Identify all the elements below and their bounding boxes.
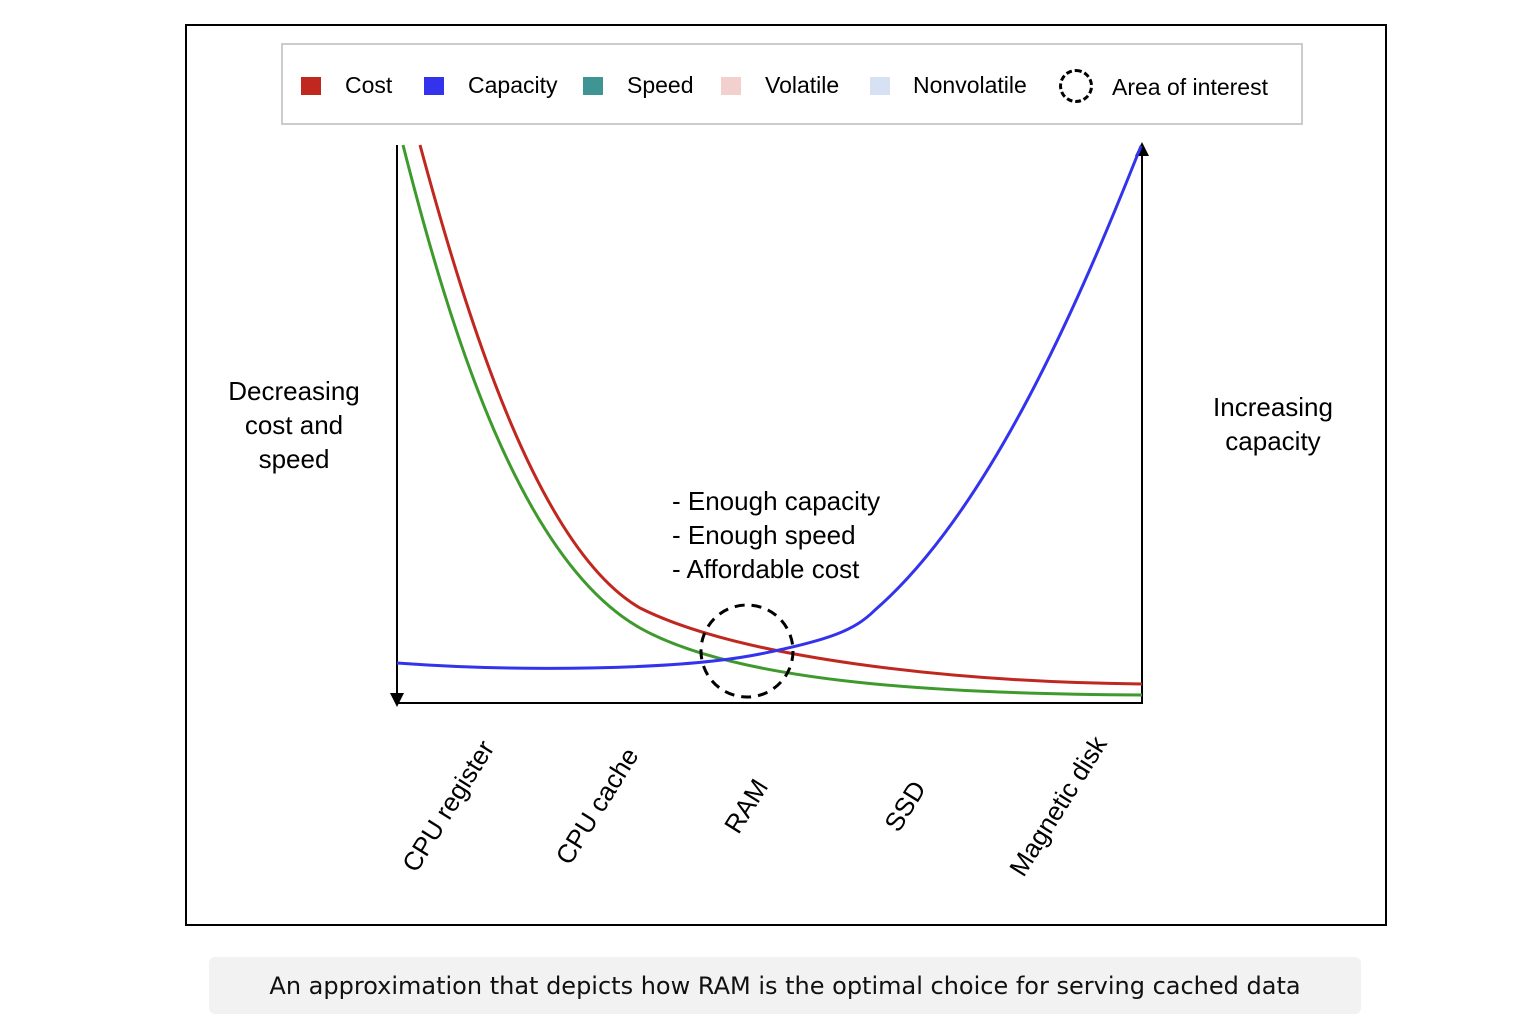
legend-label-nonvolatile: Nonvolatile (913, 72, 1027, 98)
left-axis-label: Decreasing cost and speed (205, 374, 383, 476)
category-label: RAM (717, 773, 774, 839)
legend-label-speed: Speed (627, 72, 694, 98)
speed-curve (401, 144, 1143, 697)
annotation-line: - Enough speed (672, 520, 856, 550)
left-axis-label-line: Decreasing (228, 376, 360, 406)
legend-label-capacity: Capacity (468, 72, 558, 98)
annotation-line: - Enough capacity (672, 486, 881, 516)
left-axis-label-line: cost and (244, 410, 344, 440)
legend-swatch-volatile (721, 77, 741, 95)
right-axis-label-line: capacity (1225, 426, 1321, 456)
diagram-frame (185, 24, 1387, 926)
cost-curve (418, 144, 1143, 686)
legend-swatch-capacity (424, 77, 444, 95)
legend-swatch-cost (301, 77, 321, 95)
legend-label-cost: Cost (345, 72, 393, 98)
caption: An approximation that depicts how RAM is… (209, 957, 1361, 1014)
annotation-list: - Enough capacity - Enough speed - Affor… (672, 484, 880, 586)
legend: Cost Capacity Speed Volatile Nonvolatile… (281, 43, 1303, 125)
right-axis-label: Increasing capacity (1188, 390, 1358, 458)
legend-label-area-of-interest: Area of interest (1112, 74, 1268, 100)
legend-swatch-nonvolatile (870, 77, 890, 95)
dashed-circle-icon (1059, 69, 1093, 103)
annotation-line: - Affordable cost (672, 554, 860, 584)
left-axis-label-line: speed (258, 444, 330, 474)
capacity-curve (396, 145, 1143, 670)
legend-label-volatile: Volatile (765, 72, 840, 98)
legend-swatch-speed (583, 77, 603, 95)
right-axis-label-line: Increasing (1213, 392, 1333, 422)
area-of-interest-circle (699, 603, 795, 699)
category-label: SSD (877, 775, 932, 837)
